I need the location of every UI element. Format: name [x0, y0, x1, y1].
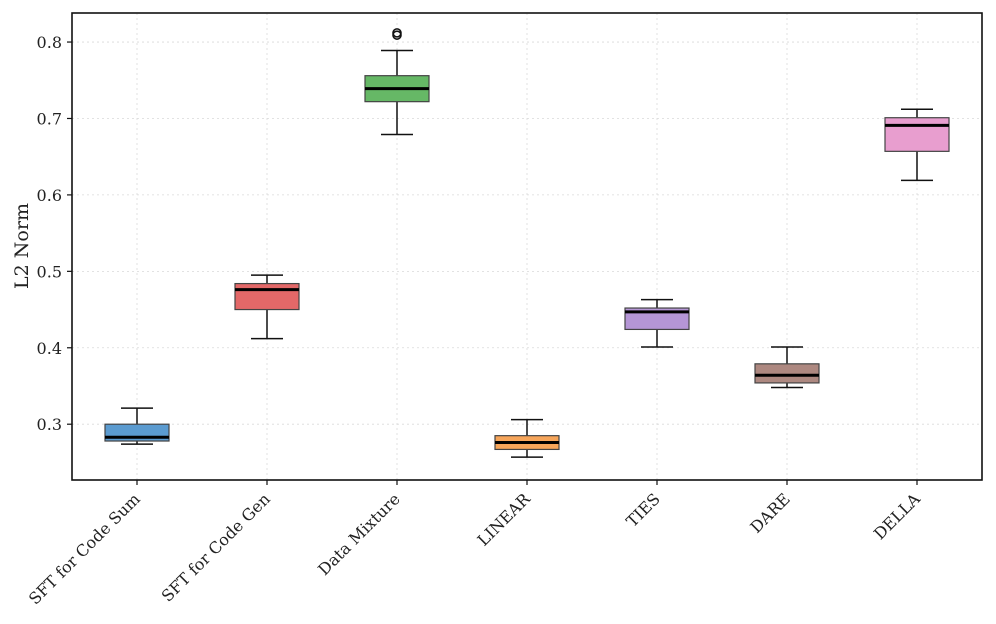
y-axis-label: L2 Norm	[11, 203, 33, 289]
box-group	[494, 418, 560, 458]
box-group	[624, 298, 690, 348]
box-body	[754, 363, 820, 384]
y-tick-label: 0.4	[37, 339, 62, 358]
y-tick-label: 0.5	[37, 262, 62, 281]
box-group	[364, 28, 430, 136]
boxes	[104, 28, 950, 458]
box-body	[884, 117, 950, 152]
y-axis-ticks: 0.3 0.4 0.5 0.6 0.7 0.8	[37, 33, 72, 434]
box-body	[234, 282, 300, 311]
grid	[72, 13, 982, 480]
box-group	[884, 108, 950, 182]
y-tick-label: 0.3	[37, 415, 62, 434]
outlier-point	[392, 28, 402, 38]
box-group	[104, 407, 170, 445]
box-group	[234, 274, 300, 340]
y-tick-label: 0.6	[37, 186, 62, 205]
y-tick-label: 0.8	[37, 33, 62, 52]
y-tick-label: 0.7	[37, 109, 62, 128]
box-group	[754, 346, 820, 389]
box-body	[624, 307, 690, 331]
